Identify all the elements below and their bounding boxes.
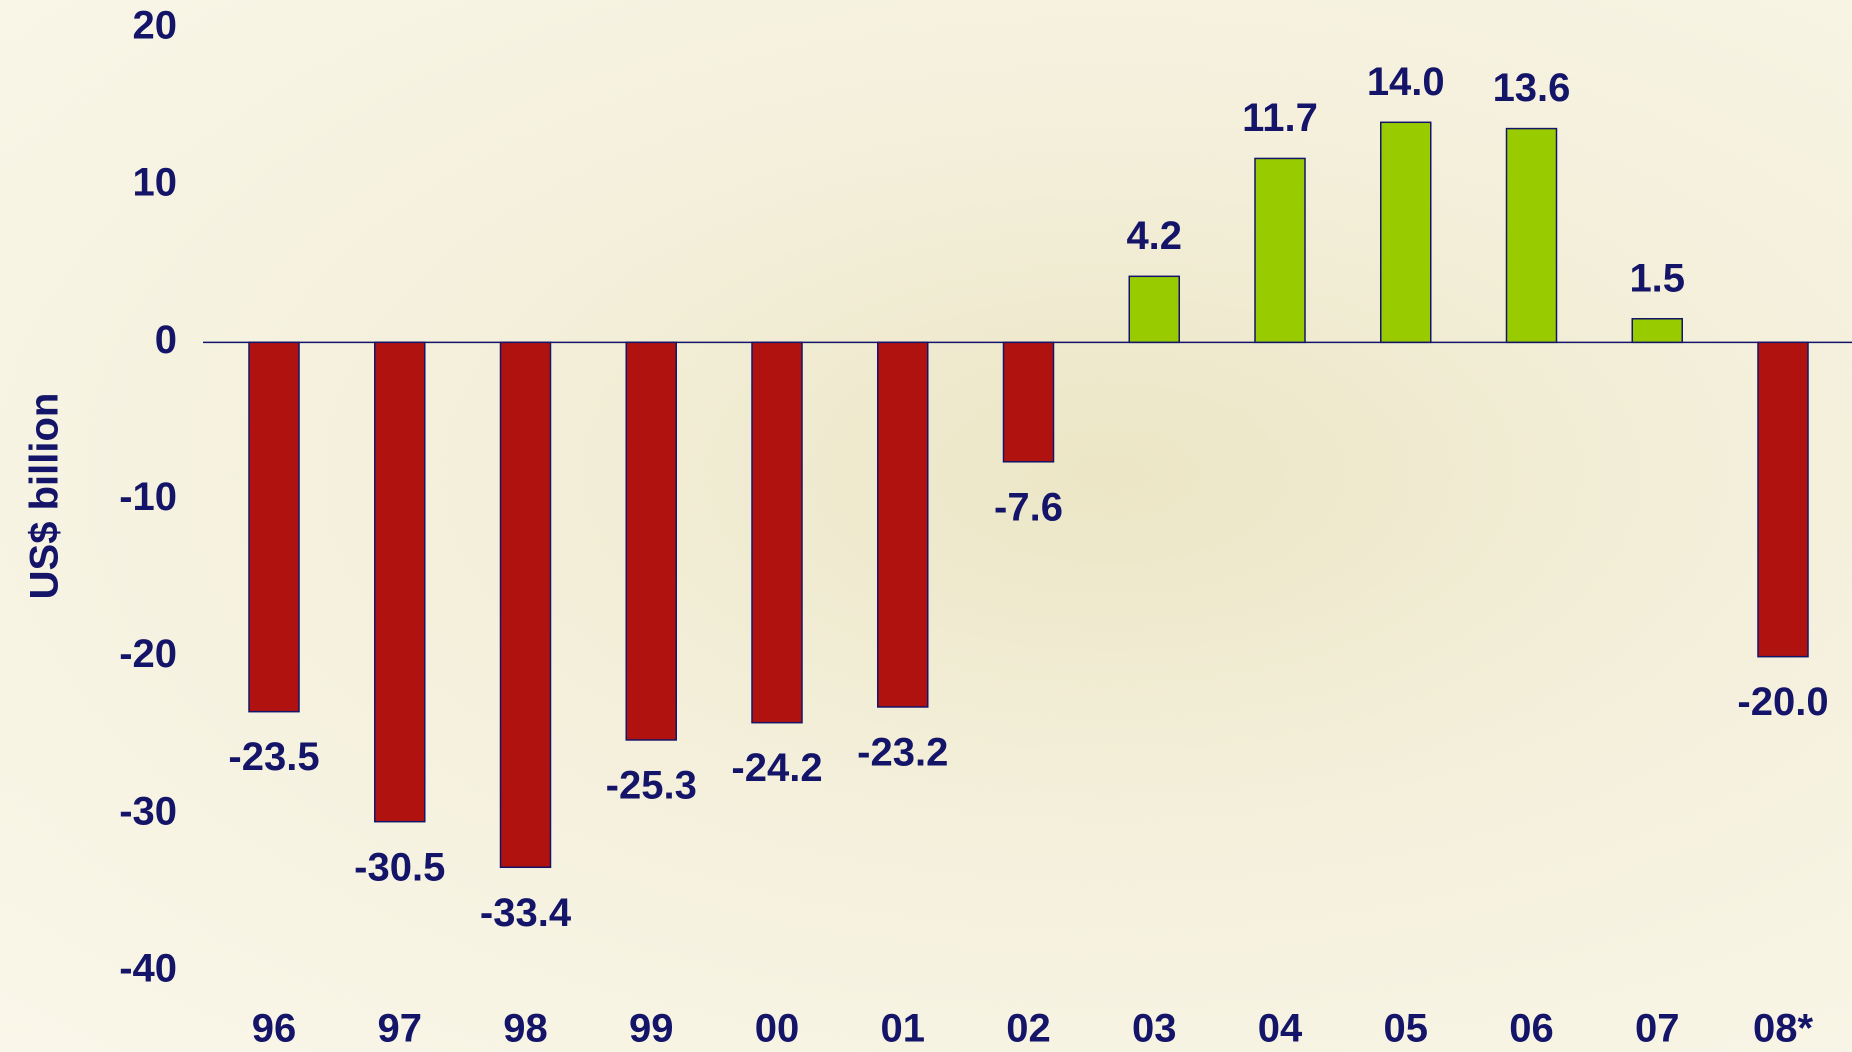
bar — [1002, 341, 1055, 463]
value-label: -30.5 — [354, 845, 445, 889]
value-label: -23.5 — [228, 735, 319, 779]
value-label: -7.6 — [994, 485, 1063, 529]
x-tick-label: 00 — [755, 1007, 800, 1051]
x-tick-label: 97 — [378, 1007, 423, 1051]
y-tick-label: -10 — [119, 475, 177, 519]
y-tick-label: -20 — [119, 632, 177, 676]
x-tick-label: 01 — [881, 1007, 926, 1051]
bar — [1631, 318, 1683, 344]
y-tick-label: 10 — [133, 161, 178, 205]
bar — [1128, 275, 1180, 344]
bar — [1254, 157, 1306, 344]
value-label: 13.6 — [1493, 66, 1571, 110]
bar — [625, 341, 677, 741]
x-tick-label: 04 — [1258, 1007, 1303, 1051]
value-label: -25.3 — [606, 764, 697, 808]
x-tick-label: 05 — [1384, 1007, 1429, 1051]
value-label: -20.0 — [1737, 680, 1828, 724]
x-tick-label: 99 — [629, 1007, 674, 1051]
bar — [374, 341, 426, 823]
x-tick-label: 07 — [1635, 1007, 1680, 1051]
y-tick-label: -40 — [119, 947, 177, 991]
y-tick-label: 0 — [155, 318, 177, 362]
bar — [751, 341, 803, 724]
bar — [877, 341, 929, 708]
x-tick-label: 03 — [1132, 1007, 1177, 1051]
bar — [1380, 121, 1432, 344]
x-tick-label: 08* — [1753, 1007, 1813, 1051]
x-tick-label: 06 — [1509, 1007, 1554, 1051]
value-label: -24.2 — [731, 746, 822, 790]
y-axis-label: US$ billion — [23, 393, 67, 600]
bar — [499, 341, 552, 869]
value-label: 1.5 — [1629, 256, 1685, 300]
value-label: 11.7 — [1242, 96, 1318, 140]
bar — [1757, 341, 1809, 658]
value-label: 4.2 — [1126, 214, 1182, 258]
x-tick-label: 02 — [1006, 1007, 1051, 1051]
value-label: -23.2 — [857, 731, 948, 775]
value-label: 14.0 — [1367, 60, 1445, 104]
bar — [248, 341, 300, 713]
x-tick-label: 96 — [252, 1007, 297, 1051]
bar — [1505, 127, 1558, 344]
y-tick-label: 20 — [133, 4, 178, 48]
value-label: -33.4 — [480, 891, 572, 935]
y-tick-label: -30 — [119, 789, 177, 833]
x-tick-label: 98 — [503, 1007, 548, 1051]
